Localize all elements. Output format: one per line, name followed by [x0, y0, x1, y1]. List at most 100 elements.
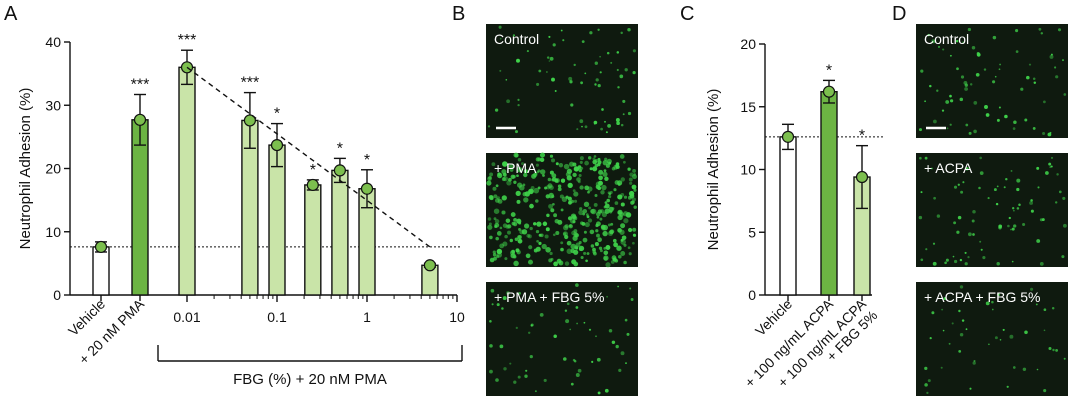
cell-spot [585, 259, 588, 263]
cell-spot [533, 187, 540, 194]
bar-c-2-significance: * [859, 128, 865, 145]
cell-spot [514, 237, 519, 242]
cell-spot [953, 221, 957, 225]
cell-spot [1012, 207, 1015, 210]
cell-spot [538, 233, 542, 237]
cell-spot [940, 366, 943, 369]
cell-spot [632, 70, 636, 75]
cell-spot [965, 328, 968, 331]
micrograph-d-0 [916, 24, 1068, 138]
micrograph-b-0 [486, 24, 638, 138]
cell-spot [501, 210, 506, 215]
cell-spot [959, 332, 964, 337]
cell-spot [557, 184, 562, 188]
cell-spot [1007, 224, 1010, 228]
cell-spot [1006, 385, 1009, 388]
cell-spot [962, 181, 965, 184]
cell-spot [629, 181, 633, 185]
cell-spot [1057, 28, 1062, 32]
cell-spot [488, 175, 492, 180]
cell-spot [998, 106, 1001, 109]
cell-spot [1029, 201, 1034, 205]
cell-spot [545, 247, 551, 253]
cell-spot [497, 172, 501, 176]
cell-spot [563, 357, 567, 361]
cell-spot [600, 190, 605, 195]
cell-spot [544, 234, 549, 239]
cell-spot [580, 81, 584, 85]
cell-spot [512, 34, 516, 37]
micrograph-label: Control [494, 31, 539, 47]
cell-spot [577, 368, 582, 373]
cell-spots [486, 152, 637, 268]
cell-spot [569, 79, 573, 84]
cell-spot [625, 362, 627, 364]
cell-spot [958, 350, 962, 353]
cell-spot [1022, 367, 1027, 372]
cell-spot [526, 233, 531, 238]
cell-spot [537, 186, 541, 190]
cell-spot [492, 250, 496, 254]
cell-spot [517, 238, 523, 244]
cell-spot [493, 256, 497, 261]
cell-spot [507, 230, 511, 235]
cell-spot [573, 231, 578, 237]
cell-spot [961, 319, 965, 322]
cell-spot [996, 185, 999, 188]
cell-spot [617, 194, 623, 200]
cell-spot [629, 287, 632, 290]
cell-spot [578, 173, 582, 178]
cell-spot [604, 201, 608, 204]
cell-spot [632, 233, 637, 237]
cell-spot [585, 213, 589, 216]
cell-spot [592, 166, 598, 172]
bar-c-2-mean-point [855, 170, 869, 184]
cell-spot [615, 118, 620, 122]
cell-spot [515, 326, 518, 330]
cell-spot [502, 161, 508, 167]
cell-spot [1016, 207, 1020, 210]
cell-spot [617, 210, 621, 215]
cell-spot [533, 248, 538, 253]
cell-spot [527, 259, 534, 265]
x-tick-label: 10 [449, 309, 465, 325]
cell-spot [1010, 169, 1013, 172]
cell-spot [988, 343, 990, 346]
cell-spot [535, 199, 539, 203]
cell-spot [517, 103, 520, 107]
cell-spot [631, 184, 637, 190]
cell-spot [492, 253, 497, 257]
cell-spot [949, 99, 954, 103]
cell-spot [551, 77, 555, 82]
cell-spot [607, 124, 611, 128]
bar-a-7-mean-point [360, 182, 374, 195]
cell-spot [575, 373, 580, 377]
cell-spot [557, 187, 562, 192]
cell-spot [539, 152, 546, 158]
cell-spot [959, 285, 964, 289]
cell-spot [516, 58, 520, 63]
cell-spot [969, 387, 972, 390]
cell-spot [1040, 32, 1044, 35]
cell-spot [578, 209, 584, 216]
cell-spot [517, 157, 522, 162]
cell-spot [506, 99, 510, 104]
cell-spot [583, 201, 590, 207]
cell-spot [509, 238, 513, 243]
cell-spot [627, 111, 632, 116]
cell-spot [960, 75, 965, 79]
cell-spot [523, 223, 530, 229]
cell-spot [501, 307, 504, 310]
cell-spot [553, 261, 558, 267]
cell-spot [612, 257, 617, 262]
y-tick-label: 0 [53, 287, 61, 303]
cell-spot [505, 79, 508, 81]
cell-spot [613, 188, 617, 192]
cell-spot [514, 153, 519, 158]
cell-spot [491, 303, 494, 306]
cell-spot [536, 221, 542, 227]
bar-a-3-mean-point [243, 114, 257, 127]
cell-spot [596, 233, 600, 238]
cell-spot [489, 344, 493, 348]
cell-spot [576, 177, 581, 182]
